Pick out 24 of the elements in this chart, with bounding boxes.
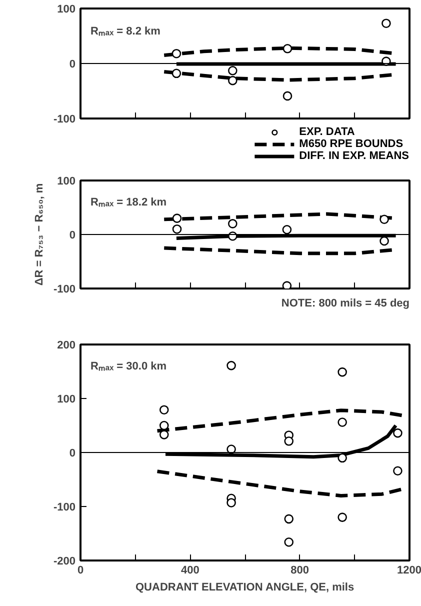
x-tick-label: 1200 — [397, 564, 421, 576]
y-tick-label: -100 — [53, 502, 76, 514]
y-tick-label: 0 — [69, 230, 76, 242]
x-tick-label: 0 — [77, 564, 84, 576]
text: NOTE: 800 mils = 45 deg — [281, 298, 410, 310]
y-tick-label: 200 — [57, 340, 76, 352]
annotation: Rₘₐₓ = 18.2 km — [90, 196, 167, 208]
y-axis-title: ΔR = R₇₅₃ − R₆₅₀, m — [33, 183, 46, 286]
legend-label: DIFF. IN EXP. MEANS — [299, 150, 409, 162]
legend-label: M650 RPE BOUNDS — [299, 138, 404, 150]
annotation: Rₘₐₓ = 30.0 km — [90, 360, 167, 372]
y-tick-label: -100 — [53, 114, 76, 126]
y-tick-label: 0 — [69, 448, 76, 460]
x-tick-label: 800 — [290, 564, 310, 576]
y-tick-label: 100 — [57, 4, 76, 16]
y-tick-label: 100 — [57, 394, 76, 406]
x-tick-label: 400 — [180, 564, 200, 576]
y-tick-label: 100 — [57, 176, 76, 188]
y-tick-label: 0 — [69, 58, 76, 70]
y-tick-label: -100 — [53, 284, 76, 296]
legend-label: EXP. DATA — [299, 126, 355, 138]
x-axis-title: QUADRANT ELEVATION ANGLE, QE, mils — [136, 582, 354, 594]
annotation: Rₘₐₓ = 8.2 km — [90, 26, 161, 38]
y-tick-label: -200 — [53, 556, 76, 568]
